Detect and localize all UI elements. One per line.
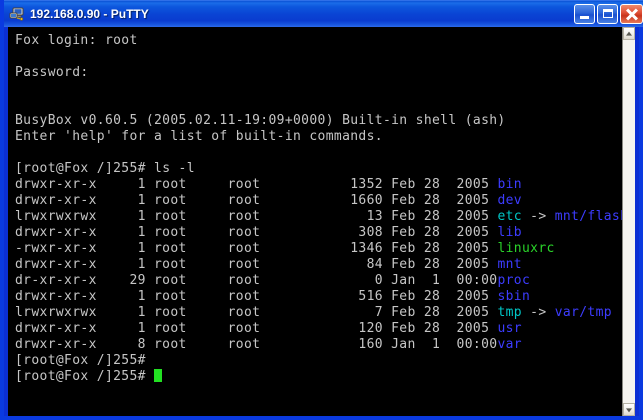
directory-listing-row: drwxr-xr-x 1 root root 84 Feb 28 2005 mn… — [15, 257, 630, 273]
title-bar[interactable]: 192.168.0.90 - PuTTY — [4, 0, 643, 27]
terminal-text: Enter 'help' for a list of built-in comm… — [15, 129, 383, 144]
listing-metadata: drwxr-xr-x 1 root root 84 Feb 28 2005 — [15, 257, 498, 272]
listing-filename: etc — [497, 209, 522, 224]
terminal-text: BusyBox v0.60.5 (2005.02.11-19:09+0000) … — [15, 113, 506, 128]
shell-prompt: [root@Fox /]255# — [15, 353, 146, 368]
listing-filename: lib — [497, 225, 522, 240]
maximize-button[interactable] — [597, 4, 618, 24]
terminal-line-help: Enter 'help' for a list of built-in comm… — [15, 129, 630, 145]
minimize-icon — [580, 16, 589, 19]
terminal-text — [15, 81, 23, 96]
terminal-line-password: Password: — [15, 65, 630, 81]
listing-filename: sbin — [497, 289, 531, 304]
shell-command: ls -l — [154, 161, 195, 176]
terminal-text — [15, 49, 23, 64]
listing-metadata: drwxr-xr-x 1 root root 1660 Feb 28 2005 — [15, 193, 498, 208]
listing-metadata: drwxr-xr-x 1 root root 120 Feb 28 2005 — [15, 321, 498, 336]
chevron-up-icon — [626, 31, 632, 36]
listing-filename: tmp — [497, 305, 522, 320]
terminal-line-blank3 — [15, 97, 630, 113]
directory-listing-row: drwxr-xr-x 8 root root 160 Jan 1 00:00va… — [15, 337, 630, 353]
listing-filename: mnt — [497, 257, 522, 272]
directory-listing-row: drwxr-xr-x 1 root root 308 Feb 28 2005 l… — [15, 225, 630, 241]
scrollbar-trough[interactable] — [623, 40, 635, 403]
maximize-icon — [603, 9, 613, 18]
listing-link-target: var/tmp — [554, 305, 612, 320]
listing-filename: proc — [497, 273, 531, 288]
shell-prompt: [root@Fox /]255# — [15, 369, 155, 384]
listing-filename: dev — [497, 193, 522, 208]
listing-link-arrow: -> — [521, 209, 555, 224]
listing-link-arrow: -> — [521, 305, 555, 320]
window-title: 192.168.0.90 - PuTTY — [30, 7, 149, 21]
listing-filename: bin — [497, 177, 522, 192]
terminal-text — [15, 97, 23, 112]
terminal-output: Fox login: root Password: BusyBox v0.60.… — [8, 27, 630, 385]
directory-listing-row: drwxr-xr-x 1 root root 516 Feb 28 2005 s… — [15, 289, 630, 305]
directory-listing-row: drwxr-xr-x 1 root root 120 Feb 28 2005 u… — [15, 321, 630, 337]
chevron-down-icon — [626, 407, 632, 412]
listing-metadata: dr-xr-xr-x 29 root root 0 Jan 1 00:00 — [15, 273, 498, 288]
directory-listing-row: lrwxrwxrwx 1 root root 7 Feb 28 2005 tmp… — [15, 305, 630, 321]
terminal-line-blank1 — [15, 49, 630, 65]
terminal-line-busybox: BusyBox v0.60.5 (2005.02.11-19:09+0000) … — [15, 113, 630, 129]
terminal-line-prompt-active: [root@Fox /]255# — [15, 369, 630, 385]
terminal-text: Fox login: root — [15, 33, 138, 48]
scroll-up-button[interactable] — [623, 27, 635, 40]
terminal-cursor — [154, 369, 163, 382]
listing-filename: usr — [497, 321, 522, 336]
listing-link-target: mnt/flash/etc — [554, 209, 630, 224]
listing-metadata: drwxr-xr-x 1 root root 1352 Feb 28 2005 — [15, 177, 498, 192]
shell-prompt: [root@Fox /]255# — [15, 161, 155, 176]
terminal-scrollbar[interactable] — [622, 27, 635, 416]
directory-listing-row: drwxr-xr-x 1 root root 1660 Feb 28 2005 … — [15, 193, 630, 209]
terminal-text: Password: — [15, 65, 89, 80]
terminal-line-blank2 — [15, 81, 630, 97]
terminal-line-blank4 — [15, 145, 630, 161]
window-controls — [574, 4, 643, 24]
close-button[interactable] — [620, 4, 643, 24]
listing-metadata: -rwxr-xr-x 1 root root 1346 Feb 28 2005 — [15, 241, 498, 256]
putty-computer-icon[interactable] — [9, 6, 25, 22]
listing-metadata: lrwxrwxrwx 1 root root 7 Feb 28 2005 — [15, 305, 498, 320]
directory-listing-row: drwxr-xr-x 1 root root 1352 Feb 28 2005 … — [15, 177, 630, 193]
minimize-button[interactable] — [574, 4, 595, 24]
listing-metadata: lrwxrwxrwx 1 root root 13 Feb 28 2005 — [15, 209, 498, 224]
listing-filename: var — [497, 337, 522, 352]
scroll-down-button[interactable] — [623, 403, 635, 416]
directory-listing-row: dr-xr-xr-x 29 root root 0 Jan 1 00:00pro… — [15, 273, 630, 289]
terminal-screen[interactable]: Fox login: root Password: BusyBox v0.60.… — [8, 27, 630, 416]
listing-filename: linuxrc — [497, 241, 555, 256]
directory-listing-row: -rwxr-xr-x 1 root root 1346 Feb 28 2005 … — [15, 241, 630, 257]
listing-metadata: drwxr-xr-x 1 root root 308 Feb 28 2005 — [15, 225, 498, 240]
terminal-line-command: [root@Fox /]255# ls -l — [15, 161, 630, 177]
terminal-line-login: Fox login: root — [15, 33, 630, 49]
listing-metadata: drwxr-xr-x 8 root root 160 Jan 1 00:00 — [15, 337, 498, 352]
terminal-text — [15, 145, 23, 160]
terminal-line-prompt-idle: [root@Fox /]255# — [15, 353, 630, 369]
directory-listing-row: lrwxrwxrwx 1 root root 13 Feb 28 2005 et… — [15, 209, 630, 225]
listing-metadata: drwxr-xr-x 1 root root 516 Feb 28 2005 — [15, 289, 498, 304]
